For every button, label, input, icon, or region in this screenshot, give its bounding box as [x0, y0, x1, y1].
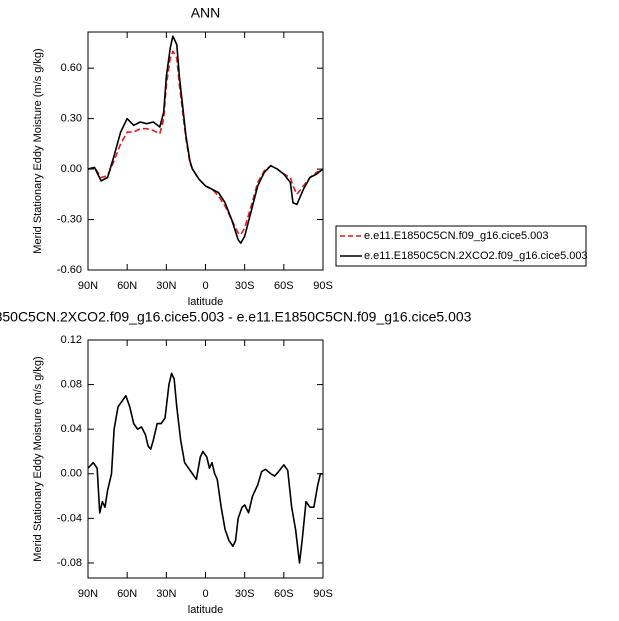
x-tick-label: 0 [202, 280, 208, 292]
x-tick-label: 30S [235, 280, 255, 292]
series-line [87, 50, 324, 236]
legend-label: e.e11.E1850C5CN.2XCO2.f09_g16.cice5.003 [364, 250, 588, 262]
x-tick-label: 90S [313, 280, 333, 292]
chart-title: e.e11.E1850C5CN.2XCO2.f09_g16.cice5.003 … [0, 309, 472, 325]
x-tick-label: 60N [117, 280, 137, 292]
x-axis-label: latitude [188, 296, 223, 308]
y-tick-label: -0.30 [57, 213, 82, 225]
y-tick-label: -0.60 [57, 264, 82, 276]
x-tick-label: 30N [156, 588, 176, 600]
x-tick-label: 30N [156, 280, 176, 292]
y-tick-label: 0.08 [61, 378, 82, 390]
y-tick-label: 0.00 [61, 163, 82, 175]
x-tick-label: 90N [78, 588, 98, 600]
x-tick-label: 90S [313, 588, 333, 600]
series-line [87, 35, 324, 244]
x-tick-label: 0 [202, 588, 208, 600]
x-tick-label: 60S [274, 588, 294, 600]
legend-box [335, 225, 587, 267]
plot-frame [87, 339, 324, 579]
y-tick-label: 0.12 [61, 334, 82, 346]
y-tick-label: 0.04 [61, 423, 82, 435]
plot-frame [87, 31, 324, 271]
chart-title: ANN [191, 5, 221, 21]
y-tick-label: -0.04 [57, 512, 82, 524]
x-tick-label: 60N [117, 588, 137, 600]
y-axis-label: Merid Stationary Eddy Moisture (m/s g/kg… [32, 356, 44, 561]
y-tick-label: 0.60 [61, 62, 82, 74]
y-axis-label: Merid Stationary Eddy Moisture (m/s g/kg… [32, 48, 44, 253]
legend-label: e.e11.E1850C5CN.f09_g16.cice5.003 [364, 230, 549, 242]
y-tick-label: -0.08 [57, 557, 82, 569]
y-tick-label: 0.30 [61, 113, 82, 125]
x-tick-label: 90N [78, 280, 98, 292]
series-line [87, 372, 323, 564]
x-tick-label: 30S [235, 588, 255, 600]
y-tick-label: 0.00 [61, 468, 82, 480]
x-axis-label: latitude [188, 604, 223, 616]
x-tick-label: 60S [274, 280, 294, 292]
